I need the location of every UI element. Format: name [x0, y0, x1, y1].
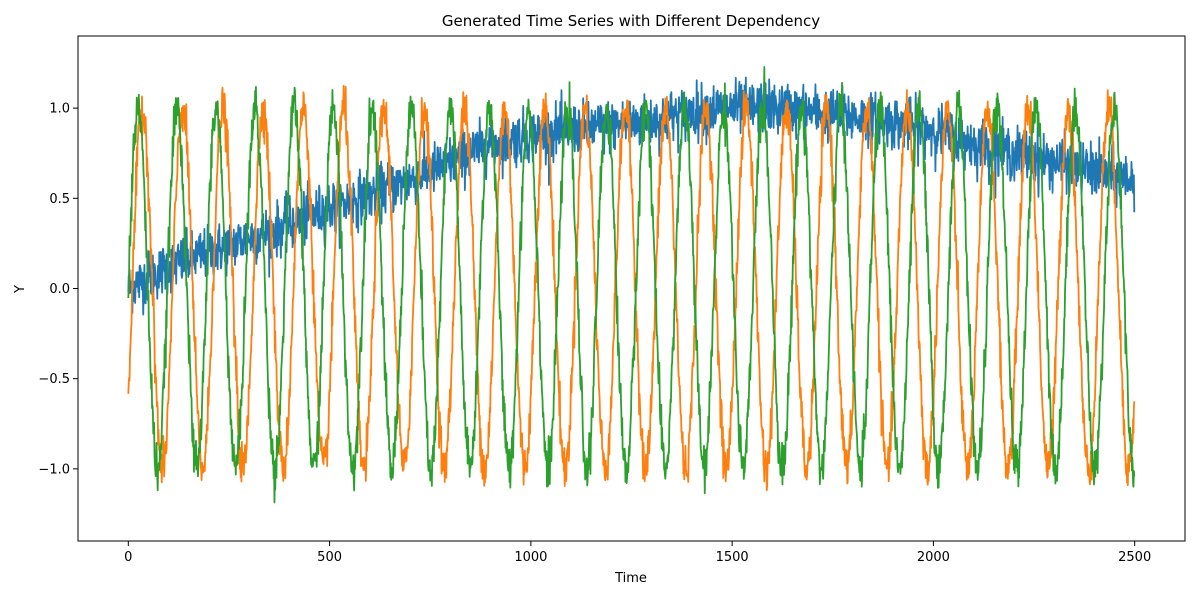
- chart-title: Generated Time Series with Different Dep…: [442, 12, 820, 30]
- y-tick-label: 1.0: [49, 102, 70, 117]
- series-line-1: [127, 76, 1136, 316]
- y-tick-label: −0.5: [38, 372, 70, 387]
- series-line-3: [127, 66, 1136, 504]
- x-tick-label: 1500: [716, 550, 749, 565]
- y-tick-label: 0.5: [49, 192, 70, 207]
- y-axis-label: Y: [13, 285, 28, 294]
- y-tick-label: 0.0: [49, 282, 70, 297]
- x-tick-label: 2500: [1118, 550, 1151, 565]
- x-tick-label: 1000: [514, 550, 547, 565]
- x-tick-label: 0: [124, 550, 132, 565]
- series-line-2: [127, 84, 1136, 492]
- x-tick-label: 500: [317, 550, 342, 565]
- y-tick-label: −1.0: [38, 462, 70, 477]
- series-layer: [127, 66, 1136, 504]
- x-axis-label: Time: [614, 571, 647, 586]
- y-axis: −1.0 −0.5 0.0 0.5 1.0: [38, 102, 78, 477]
- x-tick-label: 2000: [917, 550, 950, 565]
- x-axis: 0 500 1000 1500 2000 2500: [124, 541, 1151, 565]
